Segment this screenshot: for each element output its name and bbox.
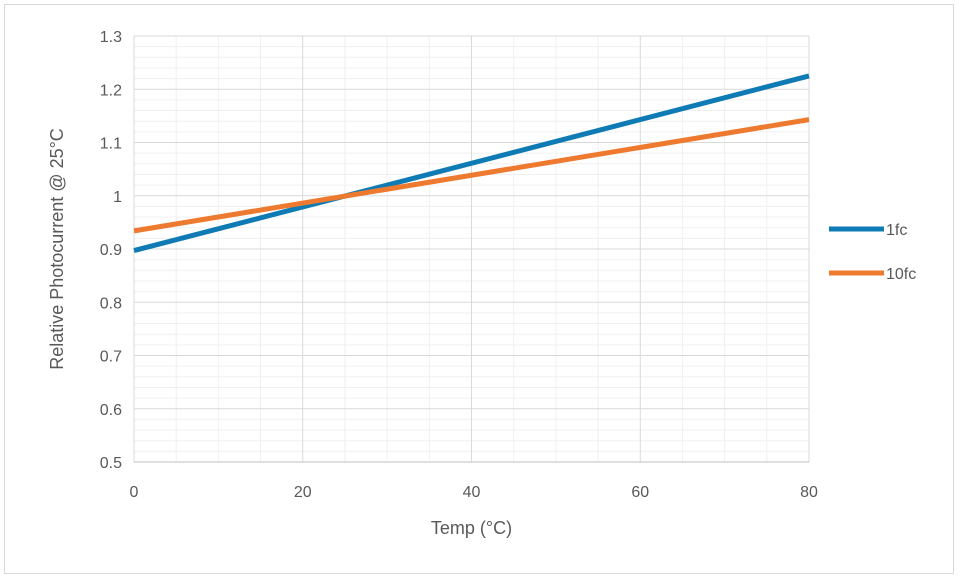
- x-tick-labels: 0 20 40 60 80: [130, 484, 818, 501]
- y-tick-label: 0.7: [100, 349, 122, 366]
- major-gridlines: [133, 35, 810, 463]
- legend-label-1fc: 1fc: [886, 222, 907, 239]
- y-tick-label: 0.9: [100, 242, 122, 259]
- y-tick-label: 1: [113, 189, 122, 206]
- y-tick-label: 1.1: [100, 136, 122, 153]
- y-axis-title: Relative Photocurrent @ 25°C: [47, 128, 67, 370]
- y-tick-label: 0.6: [100, 402, 122, 419]
- y-tick-label: 1.2: [100, 82, 122, 99]
- series-line-10fc: [133, 117, 810, 234]
- y-tick-label: 0.5: [100, 455, 122, 472]
- chart-frame: [4, 4, 954, 574]
- series-line-1fc: [133, 73, 810, 254]
- legend-label-10fc: 10fc: [886, 266, 916, 283]
- legend: 1fc 10fc: [829, 222, 916, 283]
- series-lines: [133, 73, 810, 254]
- x-tick-label: 40: [463, 484, 481, 501]
- x-tick-label: 60: [631, 484, 649, 501]
- x-tick-label: 20: [294, 484, 312, 501]
- y-tick-label: 0.8: [100, 295, 122, 312]
- x-tick-label: 80: [800, 484, 818, 501]
- y-tick-labels: 0.5 0.6 0.7 0.8 0.9 1 1.1 1.2 1.3: [100, 29, 122, 472]
- y-tick-label: 1.3: [100, 29, 122, 46]
- x-axis-title: Temp (°C): [431, 518, 512, 538]
- x-tick-label: 0: [130, 484, 139, 501]
